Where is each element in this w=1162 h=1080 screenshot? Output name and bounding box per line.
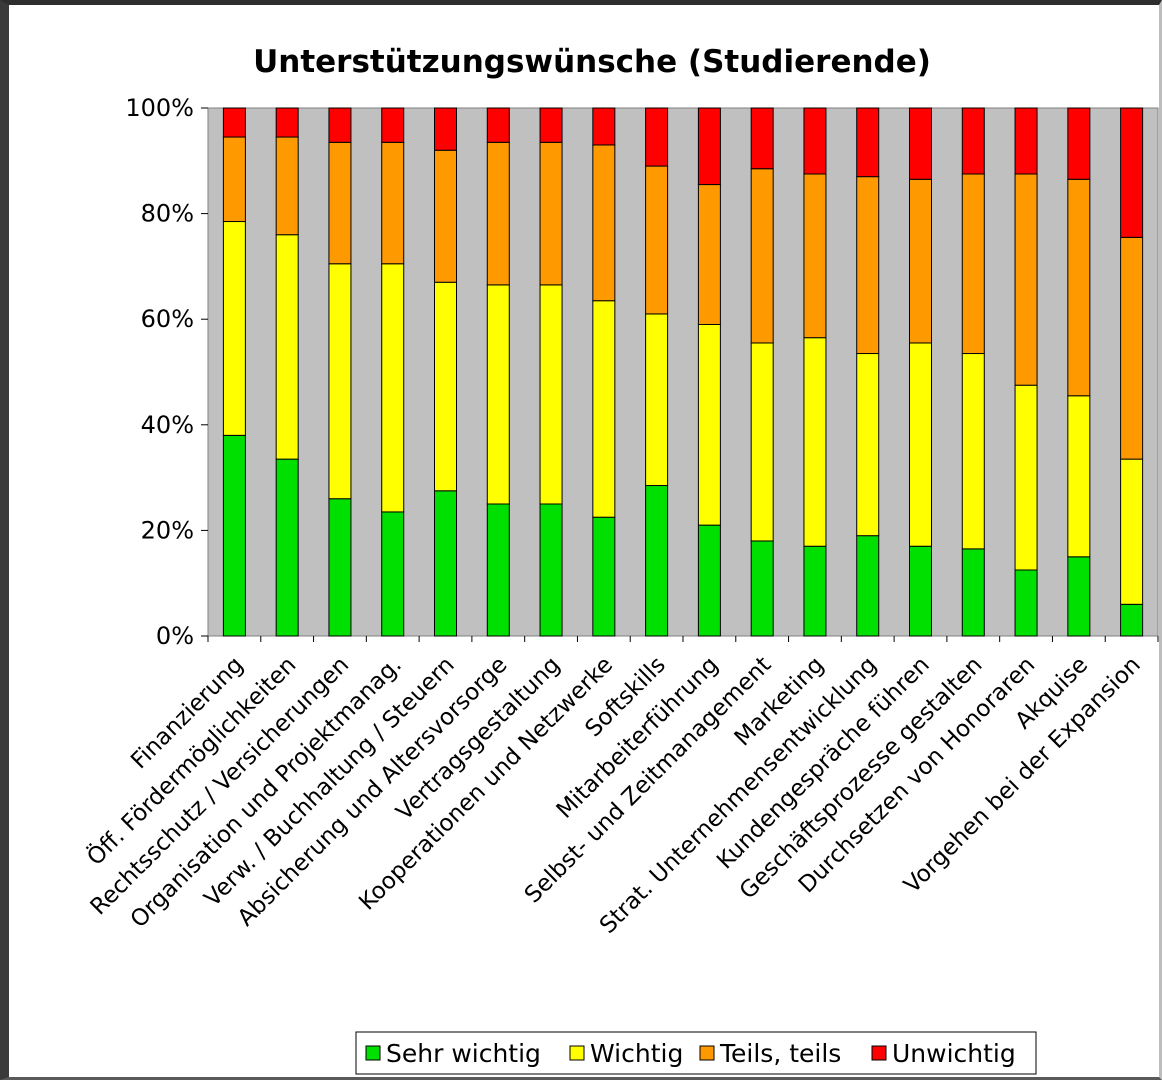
bar-segment xyxy=(275,107,299,138)
bar-segment xyxy=(222,136,246,223)
legend-label: Unwichtig xyxy=(892,1039,1016,1068)
legend-label: Teils, teils xyxy=(719,1039,841,1068)
bar-segment xyxy=(328,107,352,143)
bar-segment xyxy=(328,498,352,637)
bar-segment xyxy=(539,141,563,286)
bar-segment xyxy=(381,141,405,265)
bar-segment xyxy=(697,524,721,637)
bar-segment xyxy=(909,545,932,637)
bar-segment xyxy=(592,300,616,518)
bar-segment xyxy=(539,107,563,143)
bar-segment xyxy=(1014,107,1038,175)
y-tick-label: 20% xyxy=(141,516,194,544)
bar-segment xyxy=(434,281,457,492)
bar-segment xyxy=(275,458,299,637)
bar-segment xyxy=(856,107,880,178)
y-tick-label: 80% xyxy=(141,200,194,228)
bars xyxy=(222,107,1144,637)
legend-swatch xyxy=(699,1045,715,1061)
bar-segment xyxy=(539,503,563,637)
bar-segment xyxy=(697,107,721,186)
bar-segment xyxy=(750,342,774,542)
y-tick-label: 100% xyxy=(125,94,194,122)
bar-segment xyxy=(592,516,616,637)
bar-segment xyxy=(275,136,299,236)
legend-box xyxy=(355,1031,1037,1075)
bar-segment xyxy=(645,107,669,167)
bar-segment xyxy=(1120,236,1144,460)
bar-segment xyxy=(803,107,827,175)
bar-segment xyxy=(803,337,827,547)
bar-segment xyxy=(1067,556,1091,637)
bar-segment xyxy=(1014,384,1038,571)
bar-segment xyxy=(434,490,457,637)
bar-segment xyxy=(434,149,457,283)
bar-segment xyxy=(961,173,985,355)
bar-segment xyxy=(856,176,880,355)
bar-segment xyxy=(486,284,510,505)
bar-segment xyxy=(1014,173,1038,386)
bar-segment xyxy=(222,221,246,436)
bar-segment xyxy=(222,434,246,637)
bar-segment xyxy=(645,485,669,637)
bar-segment xyxy=(1120,458,1144,605)
bar-segment xyxy=(750,107,774,170)
bar-segment xyxy=(222,107,246,138)
bar-segment xyxy=(856,353,880,537)
legend-swatch xyxy=(569,1045,585,1061)
legend: Sehr wichtig Wichtig Teils, teils Unwichtig xyxy=(355,1031,1037,1075)
bar-segment xyxy=(697,184,721,325)
bar-segment xyxy=(856,535,880,637)
bar-segment xyxy=(1014,569,1038,637)
bar-segment xyxy=(539,284,563,505)
bar-segment xyxy=(1120,603,1144,637)
plot-area xyxy=(207,107,1159,637)
bar-segment xyxy=(961,353,985,550)
legend-swatch xyxy=(365,1045,381,1061)
y-tick-label: 0% xyxy=(156,622,194,650)
chart-title: Unterstützungswünsche (Studierende) xyxy=(253,44,931,80)
bar-segment xyxy=(486,141,510,286)
bar-segment xyxy=(328,263,352,500)
bar-segment xyxy=(803,545,827,637)
y-axis: 0% 20% 40% 60% 80% 100% xyxy=(125,94,1159,650)
legend-label: Wichtig xyxy=(590,1039,683,1068)
bar-segment xyxy=(909,178,932,344)
bar-segment xyxy=(1067,107,1091,180)
bar-segment xyxy=(486,503,510,637)
bar-segment xyxy=(909,107,932,180)
bar-segment xyxy=(645,165,669,315)
bar-segment xyxy=(381,107,405,143)
bar-segment xyxy=(909,342,932,547)
bar-segment xyxy=(434,107,457,151)
bar-segment xyxy=(381,263,405,513)
bar-segment xyxy=(961,107,985,175)
legend-swatch xyxy=(871,1045,887,1061)
y-tick-label: 40% xyxy=(141,411,194,439)
bar-segment xyxy=(750,540,774,637)
bar-segment xyxy=(486,107,510,143)
legend-label: Sehr wichtig xyxy=(386,1039,541,1068)
bar-segment xyxy=(961,548,985,637)
bar-segment xyxy=(750,168,774,344)
bar-segment xyxy=(1120,107,1144,238)
bar-segment xyxy=(697,323,721,526)
bar-segment xyxy=(645,313,669,487)
bar-segment xyxy=(328,141,352,265)
bar-segment xyxy=(592,144,616,302)
bar-segment xyxy=(592,107,616,146)
bar-segment xyxy=(381,511,405,637)
y-tick-label: 60% xyxy=(141,305,194,333)
bar-segment xyxy=(275,234,299,460)
bar-segment xyxy=(1067,178,1091,397)
bar-segment xyxy=(1067,395,1091,558)
bar-segment xyxy=(803,173,827,339)
